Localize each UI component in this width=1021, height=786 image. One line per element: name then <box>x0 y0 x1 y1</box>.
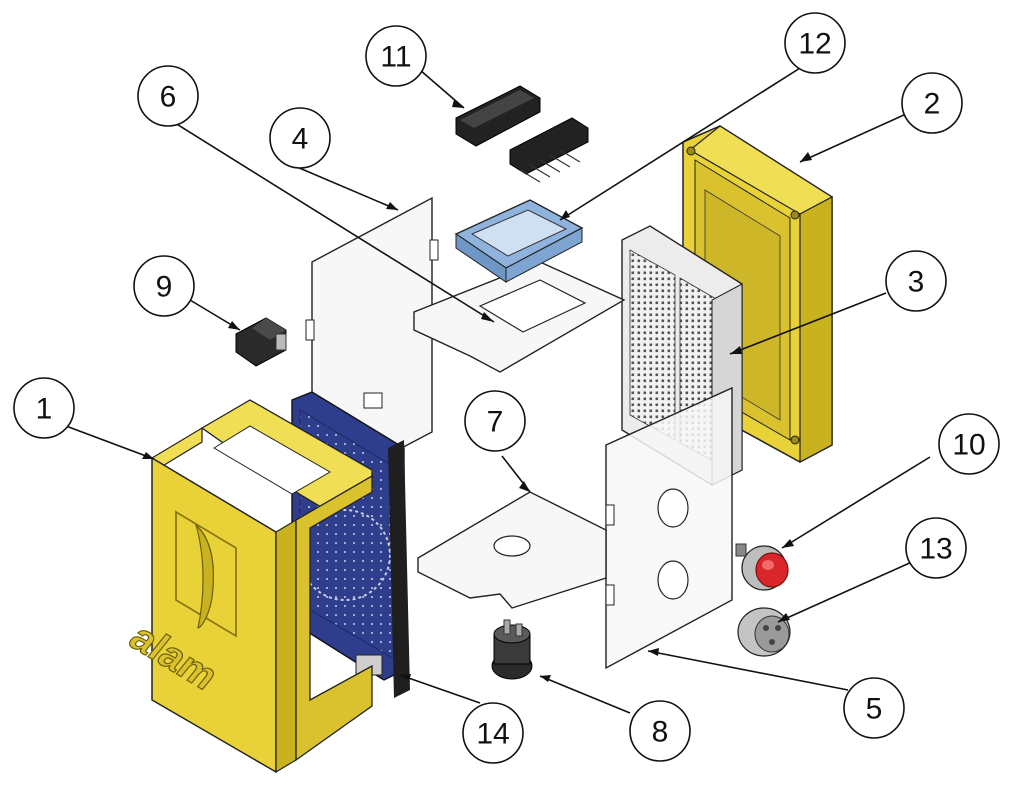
callout-8: 8 <box>629 700 691 762</box>
part-8-dc-jack <box>491 619 533 680</box>
part-11-pin-headers <box>455 85 589 183</box>
callout-label: 12 <box>798 28 831 61</box>
part-6-top-plate <box>413 261 626 373</box>
callout-label: 6 <box>160 81 177 114</box>
part-9-rocker-switch <box>235 317 287 367</box>
callout-3: 3 <box>885 250 947 312</box>
callout-7: 7 <box>464 390 526 452</box>
part-10-push-button <box>735 543 789 591</box>
callout-label: 1 <box>36 393 53 426</box>
part-13-aviation-connector <box>737 607 791 657</box>
callout-2: 2 <box>901 72 963 134</box>
callout-label: 14 <box>476 718 509 751</box>
part-7-bottom-plate <box>417 491 607 609</box>
callout-4: 4 <box>269 107 331 169</box>
callout-label: 13 <box>919 533 952 566</box>
callout-11: 11 <box>365 25 427 87</box>
callout-12: 12 <box>784 12 846 74</box>
callout-label: 2 <box>924 88 941 121</box>
leader-arrowheads <box>142 100 812 682</box>
callout-6: 6 <box>137 65 199 127</box>
callout-1: 1 <box>13 377 75 439</box>
callout-5: 5 <box>843 677 905 739</box>
callout-13: 13 <box>905 517 967 579</box>
callout-label: 10 <box>952 429 985 462</box>
callout-14: 14 <box>462 702 524 764</box>
callout-label: 11 <box>380 41 411 74</box>
callout-10: 10 <box>938 413 1000 475</box>
callout-label: 7 <box>487 406 504 439</box>
callout-label: 4 <box>292 123 309 156</box>
callout-label: 5 <box>866 693 883 726</box>
callout-label: 3 <box>908 266 925 299</box>
callout-label: 9 <box>156 271 173 304</box>
part-5-front-panel <box>605 386 733 670</box>
part-1-front-enclosure: alam <box>120 399 373 774</box>
callout-9: 9 <box>133 255 195 317</box>
callout-label: 8 <box>652 716 669 749</box>
part-12-display-bracket <box>454 199 584 283</box>
